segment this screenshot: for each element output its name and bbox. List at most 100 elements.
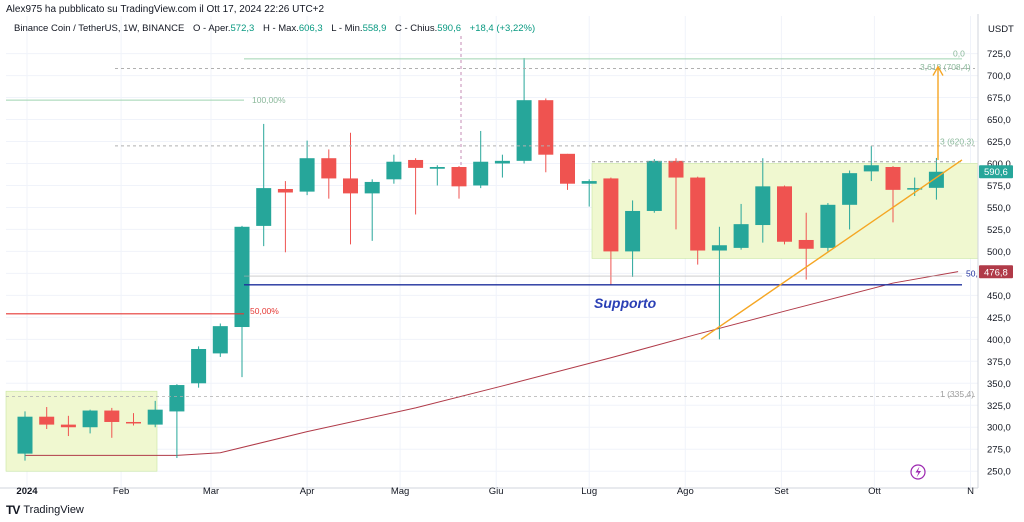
fib-level-label: 1 (335,4)	[940, 389, 974, 399]
close-label: C - Chius.	[395, 23, 438, 34]
candle	[711, 226, 727, 340]
candles	[17, 57, 944, 461]
candle	[39, 407, 55, 430]
candle-body	[408, 159, 424, 168]
candle-body	[277, 188, 293, 193]
y-tick-label: 675,0	[987, 93, 1011, 104]
tradingview-logo-icon: TV	[6, 503, 20, 517]
time-axis[interactable]: 2024 Feb Mar Apr Mag Giu Lug Ago Set Ott N	[0, 486, 978, 497]
x-tick-label: Apr	[300, 486, 315, 497]
candle	[473, 130, 489, 189]
candle-body	[863, 165, 879, 172]
candle-body	[842, 173, 858, 205]
candle	[733, 203, 749, 250]
candle-body	[885, 167, 901, 190]
y-tick-label: 500,0	[987, 247, 1011, 258]
x-tick-label: Set	[774, 486, 789, 497]
open-label: O - Aper.	[193, 23, 231, 34]
y-tick-label: 275,0	[987, 445, 1011, 456]
candle	[17, 411, 33, 461]
candle	[798, 212, 814, 280]
x-tick-label: 2024	[16, 486, 38, 497]
symbol-name[interactable]: Binance Coin / TetherUS, 1W, BINANCE	[14, 23, 185, 34]
candle	[516, 57, 532, 164]
candle-body	[777, 186, 792, 242]
y-tick-label: 625,0	[987, 137, 1011, 148]
y-tick-label: 425,0	[987, 313, 1011, 324]
open-value: 572,3	[230, 23, 255, 34]
candle	[386, 154, 402, 184]
brand-name: TradingView	[23, 504, 84, 516]
candle-body	[798, 239, 814, 249]
candle-body	[560, 153, 575, 184]
y-tick-label: 325,0	[987, 401, 1011, 412]
x-tick-label: Mar	[203, 486, 219, 497]
x-tick-label: Ago	[677, 486, 694, 497]
price-tag-label: 590,6	[984, 167, 1008, 178]
candle-body	[321, 158, 337, 179]
lightning-icon[interactable]	[910, 464, 926, 480]
candle-body	[343, 178, 358, 194]
candle	[429, 165, 445, 186]
candle-body	[60, 424, 76, 428]
symbol-legend: Binance Coin / TetherUS, 1W, BINANCE O -…	[14, 23, 535, 34]
candle-body	[147, 409, 163, 425]
y-tick-label: 300,0	[987, 423, 1011, 434]
candle-body	[104, 410, 120, 422]
candle	[755, 158, 771, 243]
y-tick-label: 550,0	[987, 203, 1011, 214]
candle-body	[169, 385, 185, 412]
candle-body	[234, 226, 250, 328]
close-value: 590,6	[437, 23, 462, 34]
price-tag-box	[979, 165, 1013, 179]
candle	[321, 149, 337, 199]
y-tick-label: 450,0	[987, 291, 1011, 302]
high-value: 606,3	[298, 23, 323, 34]
y-tick-label: 600,0	[987, 159, 1011, 170]
low-value: 558,9	[362, 23, 387, 34]
candle-body	[39, 416, 55, 425]
candle	[863, 145, 879, 182]
price-axis[interactable]: 250,0 275,0 300,0 325,0 350,0 375,0 400,0 425,0…	[977, 14, 1011, 488]
candle-body	[907, 188, 923, 190]
candle	[820, 203, 836, 252]
candle-body	[126, 421, 141, 424]
candle	[299, 140, 315, 196]
candle-body	[646, 160, 662, 211]
change-value: +18,4 (+3,22%)	[469, 23, 536, 34]
candle	[690, 176, 706, 265]
target-arrow-head	[932, 65, 944, 76]
candle	[885, 166, 901, 223]
candle	[147, 400, 163, 428]
y-tick-label: 525,0	[987, 225, 1011, 236]
x-tick-label: Ott	[868, 486, 881, 497]
x-tick-label: Feb	[113, 486, 129, 497]
y-tick-label: 650,0	[987, 115, 1011, 126]
candle-body	[690, 177, 706, 251]
low-label: L - Min.	[331, 23, 363, 34]
y-tick-label: 350,0	[987, 379, 1011, 390]
y-tick-label: 400,0	[987, 335, 1011, 346]
candle	[60, 415, 76, 437]
ma-polyline	[25, 271, 959, 456]
candle	[234, 225, 250, 378]
candle-body	[820, 204, 836, 248]
fib-level-label: 50,	[966, 268, 978, 278]
candle	[408, 158, 424, 215]
candle	[126, 413, 141, 426]
footer-brand[interactable]: TV TradingView	[6, 503, 84, 517]
candle-body	[429, 167, 445, 169]
candle-body	[625, 210, 641, 252]
candle-body	[494, 160, 510, 164]
price-tag-box	[979, 265, 1013, 279]
x-tick-label: Giu	[489, 486, 504, 497]
y-tick-label: 250,0	[987, 467, 1011, 478]
candle	[581, 179, 597, 207]
fib-level-label: 3 (620,3)	[940, 137, 974, 147]
candle	[191, 346, 207, 388]
high-label: H - Max.	[262, 23, 299, 34]
y-tick-label: 725,0	[987, 49, 1011, 60]
candle	[668, 158, 684, 230]
candle-body	[711, 245, 727, 251]
